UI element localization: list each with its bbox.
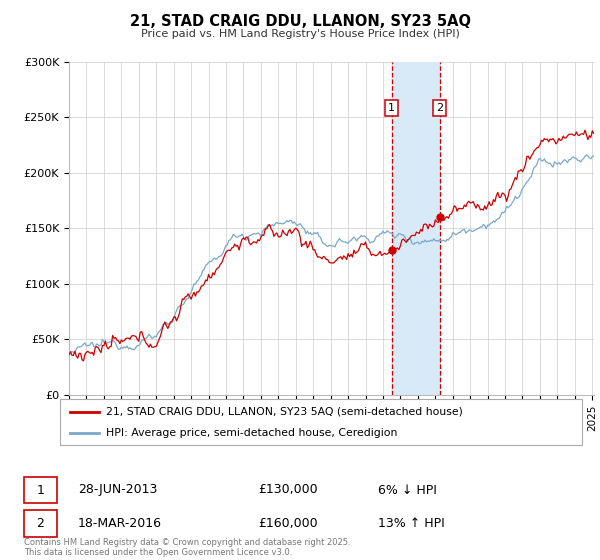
- Text: 21, STAD CRAIG DDU, LLANON, SY23 5AQ (semi-detached house): 21, STAD CRAIG DDU, LLANON, SY23 5AQ (se…: [106, 407, 463, 417]
- Text: Contains HM Land Registry data © Crown copyright and database right 2025.
This d: Contains HM Land Registry data © Crown c…: [24, 538, 350, 557]
- Text: 21, STAD CRAIG DDU, LLANON, SY23 5AQ: 21, STAD CRAIG DDU, LLANON, SY23 5AQ: [130, 14, 470, 29]
- Text: 6% ↓ HPI: 6% ↓ HPI: [378, 483, 437, 497]
- FancyBboxPatch shape: [60, 399, 582, 445]
- Text: 28-JUN-2013: 28-JUN-2013: [78, 483, 157, 497]
- Text: HPI: Average price, semi-detached house, Ceredigion: HPI: Average price, semi-detached house,…: [106, 428, 397, 438]
- Point: [435, 213, 445, 222]
- Point: [387, 246, 397, 255]
- Text: 1: 1: [388, 103, 395, 113]
- Text: 18-MAR-2016: 18-MAR-2016: [78, 517, 162, 530]
- Bar: [392, 62, 440, 395]
- Text: £130,000: £130,000: [258, 483, 317, 497]
- Text: Price paid vs. HM Land Registry's House Price Index (HPI): Price paid vs. HM Land Registry's House …: [140, 29, 460, 39]
- Text: £160,000: £160,000: [258, 517, 317, 530]
- Text: 2: 2: [37, 517, 44, 530]
- Text: 1: 1: [37, 483, 44, 497]
- Text: 2: 2: [436, 103, 443, 113]
- Text: 13% ↑ HPI: 13% ↑ HPI: [378, 517, 445, 530]
